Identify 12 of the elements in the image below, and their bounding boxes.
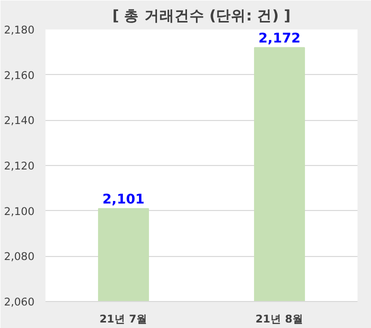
y-tick-label: 2,180 xyxy=(4,24,35,36)
data-label: 2,172 xyxy=(258,32,301,47)
x-tick-label: 21년 8월 xyxy=(256,312,304,326)
x-tick-label: 21년 7월 xyxy=(100,312,148,326)
y-tick-label: 2,080 xyxy=(4,250,35,264)
y-tick-label: 2,160 xyxy=(4,68,35,82)
y-tick-label: 2,100 xyxy=(4,204,35,218)
data-label: 2,101 xyxy=(102,192,145,208)
y-tick-label: 2,060 xyxy=(4,296,35,308)
y-tick-label: 2,140 xyxy=(4,114,35,128)
y-tick-label: 2,120 xyxy=(4,160,35,172)
chart-title: [ 총 거래건수 (단위: 건) ] xyxy=(112,8,291,24)
